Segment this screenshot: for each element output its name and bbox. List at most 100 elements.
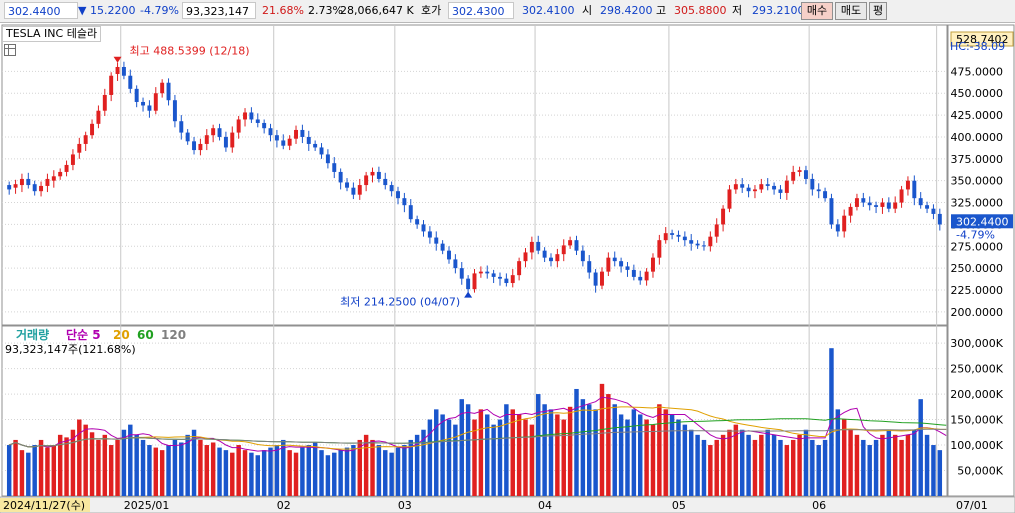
- chart-settings-icon[interactable]: [4, 44, 16, 56]
- candle-body: [351, 187, 356, 195]
- candle-body: [70, 154, 75, 165]
- candle-body: [287, 138, 292, 146]
- volume-legend-item: 60: [137, 328, 154, 342]
- candle-body: [733, 184, 738, 190]
- volume-bar: [255, 455, 261, 496]
- candle-body: [867, 202, 872, 206]
- volume-bar: [13, 439, 18, 496]
- candle-body: [96, 110, 101, 124]
- symbol-tab[interactable]: TESLA INC 테슬라: [2, 26, 102, 42]
- candle-body: [695, 243, 700, 246]
- volume-bar: [746, 434, 751, 496]
- price-tick-label: 475.0000: [951, 65, 1004, 78]
- volume-bar: [765, 429, 770, 496]
- volume-bar: [892, 434, 898, 496]
- candle-body: [223, 136, 228, 148]
- buy-button[interactable]: 매수: [801, 2, 833, 20]
- candle-body: [478, 271, 483, 274]
- volume-bar: [727, 429, 732, 496]
- volume-bar: [816, 445, 821, 496]
- volume-bar: [421, 429, 426, 496]
- candle-body: [268, 128, 273, 136]
- low-label: 저: [732, 4, 743, 17]
- candle-body: [338, 171, 343, 183]
- volume-legend-item: 단순 5: [66, 327, 101, 342]
- volume-bar: [121, 429, 127, 496]
- candle-body: [294, 129, 298, 139]
- volume-bar: [427, 419, 433, 496]
- candle-body: [612, 257, 617, 262]
- stock-chart[interactable]: 475.0000 450.0000 425.0000 400.0000 375.0000…: [0, 23, 1015, 513]
- candle-body: [854, 198, 859, 207]
- candle-body: [26, 178, 31, 186]
- bid-price-2: 302.4100: [522, 4, 575, 17]
- bid-price-1: 302.4300: [448, 2, 514, 19]
- volume-bar: [657, 404, 662, 496]
- high-arrow-icon: [113, 56, 122, 63]
- candle-body: [32, 184, 37, 192]
- volume-bar: [485, 414, 490, 496]
- x-tick-label: 06: [812, 499, 826, 512]
- volume-bar: [223, 450, 229, 496]
- candle-body: [185, 132, 190, 142]
- volume-bar: [57, 434, 63, 496]
- volume-bar: [236, 445, 241, 496]
- bid-label: 호가: [421, 4, 442, 17]
- price-tick-label: 400.0000: [951, 131, 1004, 144]
- candle-body: [204, 135, 209, 144]
- candle-body: [179, 121, 184, 133]
- candle-body: [459, 268, 464, 279]
- candle-body: [797, 170, 802, 172]
- volume-bar: [185, 434, 190, 496]
- candle-body: [606, 257, 611, 272]
- volume-bar: [580, 399, 586, 496]
- high-label: 고: [656, 4, 667, 17]
- candle-body: [83, 135, 88, 144]
- candle-body: [663, 233, 668, 241]
- volume-bar: [567, 406, 573, 496]
- volume-bar: [739, 429, 745, 496]
- candle-body: [39, 185, 44, 192]
- volume-bar: [344, 447, 350, 496]
- volume-bar: [140, 439, 146, 496]
- volume-bar: [128, 424, 133, 496]
- sell-button[interactable]: 매도: [835, 2, 867, 20]
- candle-body: [918, 198, 923, 206]
- volume-bar: [408, 439, 413, 496]
- volume-bar: [287, 450, 292, 496]
- candle-body: [619, 261, 624, 267]
- candle-body: [281, 140, 286, 146]
- candle-body: [147, 105, 152, 111]
- volume-bar: [70, 429, 76, 496]
- volume-bar: [312, 442, 318, 496]
- candle-body: [319, 147, 324, 155]
- price-tick-label: 450.0000: [951, 87, 1004, 100]
- x-tick-label: 03: [398, 499, 412, 512]
- candle-body: [466, 278, 471, 290]
- candle-body: [778, 189, 783, 193]
- candle-body: [421, 224, 426, 232]
- volume-bar: [861, 439, 866, 496]
- volume-bar: [242, 450, 248, 496]
- volume-bar: [790, 439, 796, 496]
- volume-bar: [663, 409, 668, 496]
- volume-bar: [338, 450, 343, 496]
- volume-bar: [688, 429, 694, 496]
- volume-bar: [159, 450, 165, 496]
- open-label: 시: [582, 4, 593, 17]
- candle-body: [408, 205, 413, 220]
- volume-bar: [886, 429, 892, 496]
- volume-bar: [153, 447, 159, 496]
- volume-bar: [497, 419, 503, 496]
- volume-bar: [472, 419, 477, 496]
- volume-bar: [64, 437, 69, 496]
- candle-body: [842, 215, 847, 232]
- candle-body: [746, 187, 751, 192]
- eval-button[interactable]: 평: [869, 2, 887, 20]
- volume-bar: [542, 404, 547, 496]
- candle-body: [115, 66, 120, 74]
- candle-body: [166, 82, 171, 101]
- volume-bar: [325, 455, 331, 496]
- candle-body: [670, 233, 675, 235]
- volume-bar: [752, 439, 758, 496]
